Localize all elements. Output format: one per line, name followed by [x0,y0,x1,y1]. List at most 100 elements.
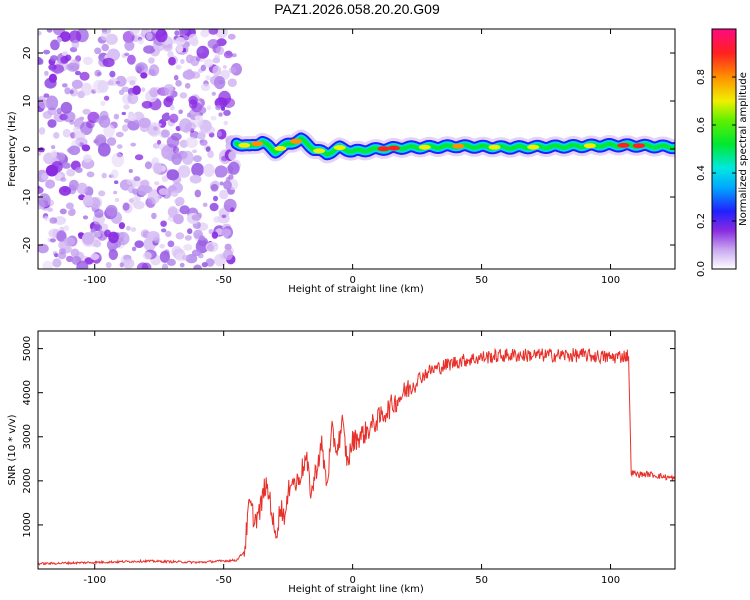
noise-blob [118,89,125,96]
noise-blob [219,181,224,186]
snr-panel: -100 -50 0 50 100 1000 2000 3000 4000 5000 Heigh… [7,330,676,595]
snr-x-tick-label: -50 [216,575,232,586]
spectrogram-x-tick-label: -100 [83,275,106,286]
noise-blob [157,139,162,145]
noise-blob [114,180,119,184]
noise-blob [128,198,135,203]
noise-blob [211,231,219,239]
colorbar-tick-label: 0.8 [696,69,707,85]
noise-blob [169,113,179,124]
noise-blob [77,90,85,99]
noise-blob [179,118,192,133]
noise-blob [193,264,202,269]
noise-blob [215,105,222,111]
noise-blob [175,36,186,46]
noise-blob [133,200,145,210]
colorbar-tick-label: 0.4 [696,165,707,181]
noise-blob [49,217,58,224]
noise-blob [108,249,119,260]
spectrogram-y-tick-label: 0 [22,146,33,152]
noise-blob [219,189,229,200]
noise-blob [83,154,92,163]
noise-blob [53,216,67,225]
noise-blob [52,29,66,36]
noise-blob [206,244,215,252]
noise-blob [44,70,49,76]
noise-blob [132,85,141,95]
noise-blob [218,112,223,117]
snr-y-axis-label: SNR (10 * v/v) [7,414,18,485]
noise-blob [97,142,111,157]
noise-blob [224,243,232,251]
noise-blob [223,248,233,261]
spectrogram-x-ticks: -100 -50 0 50 100 [83,29,620,286]
noise-blob [43,93,50,98]
noise-blob [175,64,182,70]
noise-blob [50,238,56,243]
noise-blob [122,124,129,132]
noise-blob [214,165,228,178]
noise-blob [192,149,197,154]
noise-blob [63,237,75,247]
noise-blob [149,64,160,77]
noise-blob [222,97,235,108]
noise-blob [43,49,51,55]
snr-y-ticks: 1000 2000 3000 4000 5000 [22,336,675,538]
noise-blob [181,150,194,165]
noise-blob [86,120,95,129]
noise-blob [51,68,56,73]
noise-blob [179,205,190,215]
noise-blob [94,47,102,55]
colorbar-tick-label: 0.2 [696,213,707,229]
noise-blob [38,99,48,109]
noise-blob [124,118,130,123]
noise-blob [107,80,114,86]
ridge-hotspot [251,141,264,147]
noise-blob [180,59,185,64]
ridge-hotspot [333,145,346,151]
noise-blob [126,54,136,65]
noise-blob [111,152,125,168]
noise-blob [50,150,58,158]
noise-blob [58,241,66,249]
noise-blob [205,258,215,267]
noise-blob [124,52,130,57]
noise-blob [54,253,59,258]
snr-y-tick-label: 1000 [22,512,33,537]
noise-blob [171,39,177,44]
noise-blob [158,188,168,196]
ridge-hotspot [274,146,287,151]
noise-blob [223,120,229,126]
noise-blob [48,73,58,84]
spectrogram-x-tick-label: -50 [216,275,232,286]
noise-blob [94,208,104,218]
noise-blob [208,228,214,235]
noise-blob [167,240,175,248]
noise-blob [200,83,211,92]
noise-blob [100,32,109,41]
noise-blob [98,190,106,197]
snr-y-tick-label: 2000 [22,468,33,493]
ridge-hotspot [377,146,390,152]
noise-blob [45,164,59,177]
ridge-hotspot [583,143,596,149]
noise-blob [38,147,45,153]
noise-blob [160,220,167,227]
noise-blob [131,246,137,252]
noise-blob [78,116,85,121]
noise-blob [46,29,53,33]
noise-blob [56,107,62,115]
noise-blob [208,29,219,35]
noise-blob [210,115,217,121]
spectrogram-x-tick-label: 100 [601,275,620,286]
noise-blob [193,155,202,163]
noise-blob [82,194,94,207]
noise-blob [159,244,165,249]
noise-blob [213,195,218,202]
noise-blob [182,69,196,80]
noise-blob [83,56,93,66]
spectrogram-x-tick-label: 50 [475,275,488,286]
noise-blob [161,175,169,183]
noise-blob [134,154,144,161]
noise-blob [71,39,80,49]
